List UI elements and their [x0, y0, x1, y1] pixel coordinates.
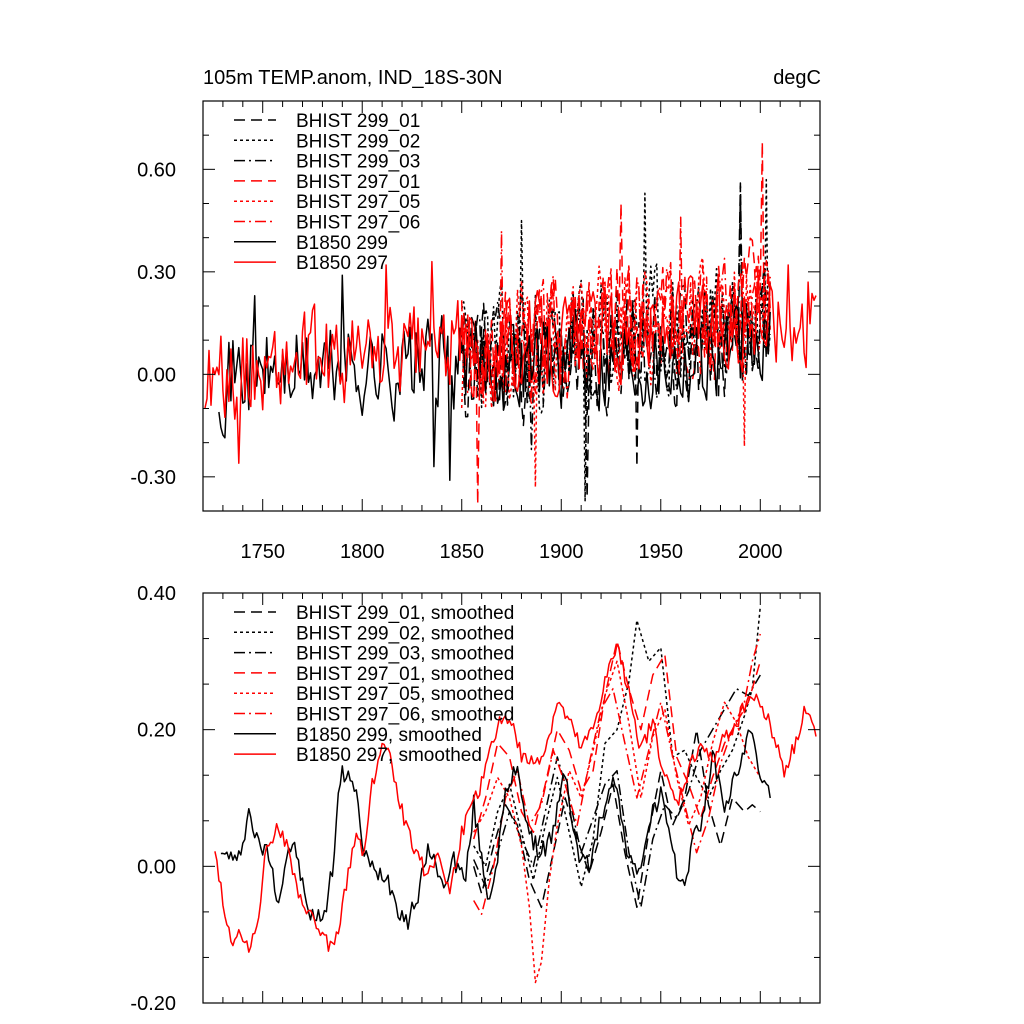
- raw-x-tick-label: 2000: [738, 541, 783, 563]
- raw-x-tick-label: 1750: [240, 541, 285, 563]
- smoothed-legend-label-8: B1850 297, smoothed: [296, 745, 482, 766]
- raw-y-tick-label: 0.60: [137, 159, 176, 181]
- raw-legend-label-3: BHIST 299_03: [296, 152, 420, 173]
- raw-series-line-8: [204, 260, 817, 464]
- smoothed-legend-label-5: BHIST 297_05, smoothed: [296, 684, 514, 705]
- smoothed-y-tick-label: 0.20: [137, 720, 176, 742]
- raw-series-line-2: [460, 178, 771, 502]
- smoothed-legend-label-3: BHIST 299_03, smoothed: [296, 644, 514, 665]
- raw-x-tick-label: 1800: [340, 541, 385, 563]
- smoothed-series-line-8: [214, 643, 817, 953]
- raw-legend-label-2: BHIST 299_02: [296, 131, 420, 152]
- raw-x-tick-label: 1900: [539, 541, 584, 563]
- smoothed-legend-label-2: BHIST 299_02, smoothed: [296, 623, 514, 644]
- raw-x-tick-label: 1950: [639, 541, 684, 563]
- smoothed-series-line-7: [220, 729, 771, 930]
- raw-y-tick-label: -0.30: [130, 467, 176, 489]
- panel-title-left: 105m TEMP.anom, IND_18S-30N: [203, 67, 502, 89]
- smoothed-legend-label-7: B1850 299, smoothed: [296, 725, 482, 746]
- raw-y-tick-label: 0.30: [137, 262, 176, 284]
- raw-legend-label-8: B1850 297: [296, 253, 388, 274]
- smoothed-y-tick-label: -0.20: [130, 993, 176, 1015]
- smoothed-legend-label-6: BHIST 297_06, smoothed: [296, 705, 514, 726]
- raw-x-tick-label: 1850: [439, 541, 484, 563]
- raw-series-line-4: [460, 141, 771, 505]
- raw-legend-label-7: B1850 299: [296, 233, 388, 254]
- smoothed-series-line-3: [473, 674, 761, 909]
- raw-legend-label-5: BHIST 297_05: [296, 192, 420, 213]
- smoothed-series-group: [214, 606, 817, 984]
- smoothed-series-line-2: [473, 606, 762, 888]
- smoothed-y-tick-label: 0.40: [137, 583, 176, 605]
- panel-title-right: degC: [773, 67, 821, 89]
- raw-legend-label-4: BHIST 297_01: [296, 172, 420, 193]
- raw-anomaly-panel: -0.30 0.00 0.30 0.60 1750 1800 1850 1900 1950 200…: [130, 100, 821, 563]
- smoothed-series-line-5: [473, 660, 761, 984]
- smoothed-legend-label-4: BHIST 297_01, smoothed: [296, 664, 514, 685]
- smoothed-legend-label-1: BHIST 299_01, smoothed: [296, 603, 514, 624]
- raw-legend-label-6: BHIST 297_06: [296, 213, 420, 234]
- raw-series-group: [204, 141, 817, 505]
- raw-y-tick-label: 0.00: [137, 364, 176, 386]
- smoothed-plot-frame: [202, 592, 821, 1004]
- raw-legend-label-1: BHIST 299_01: [296, 111, 420, 132]
- smoothed-series-line-4: [472, 640, 762, 840]
- smoothed-y-tick-label: 0.00: [137, 856, 176, 878]
